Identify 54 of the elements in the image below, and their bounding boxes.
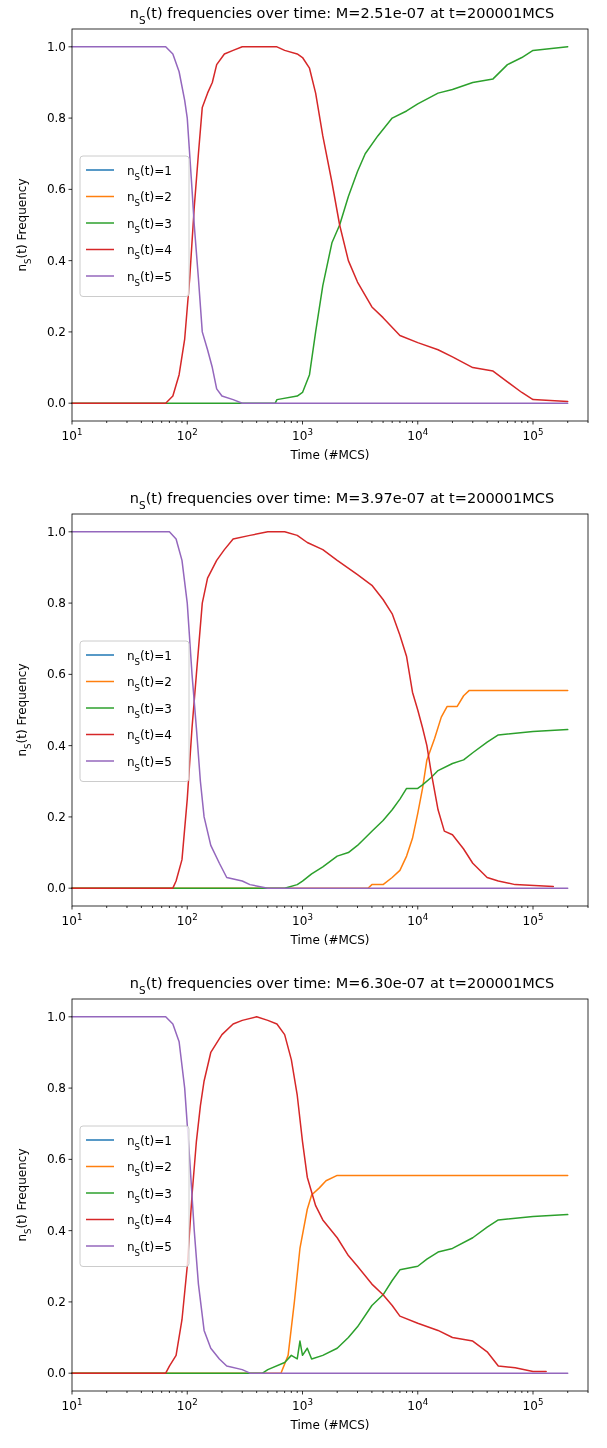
x-tick-label: 10$^{4}$ xyxy=(407,1397,429,1413)
y-tick-label: 0.8 xyxy=(46,111,66,126)
legend-label: n$_{S}$(t)=2 xyxy=(127,190,172,208)
legend-label: n$_{S}$(t)=4 xyxy=(127,243,172,261)
y-tick-label: 0.2 xyxy=(46,809,66,824)
x-tick-label: 10$^{2}$ xyxy=(176,912,198,928)
y-tick-label: 1.0 xyxy=(46,524,66,539)
y-tick-label: 0.2 xyxy=(46,324,66,339)
x-tick-label: 10$^{3}$ xyxy=(292,912,313,928)
y-tick-label: 0.4 xyxy=(46,738,66,753)
x-tick-label: 10$^{5}$ xyxy=(522,427,544,443)
y-tick-label: 0.6 xyxy=(46,182,66,197)
x-tick-label: 10$^{2}$ xyxy=(176,427,198,443)
y-tick-label: 1.0 xyxy=(46,39,66,54)
legend-label: n$_{S}$(t)=5 xyxy=(127,1239,172,1258)
x-tick-label: 10$^{4}$ xyxy=(407,427,429,443)
y-tick-label: 0.6 xyxy=(46,1152,66,1167)
x-tick-label: 10$^{5}$ xyxy=(522,1397,544,1413)
y-tick-label: 0.2 xyxy=(46,1294,66,1309)
legend-label: n$_{S}$(t)=5 xyxy=(127,754,172,773)
legend-label: n$_{S}$(t)=2 xyxy=(127,675,172,693)
chart-title: n$_{S}$(t) frequencies over time: M=6.30e-07 at t=200001MCS xyxy=(129,975,555,996)
legend-label: n$_{S}$(t)=2 xyxy=(127,1160,172,1178)
x-tick-label: 10$^{4}$ xyxy=(407,912,429,928)
y-tick-label: 0.0 xyxy=(46,881,66,896)
y-tick-label: 0.4 xyxy=(46,1223,66,1238)
legend-label: n$_{S}$(t)=3 xyxy=(127,216,172,235)
chart-title: n$_{S}$(t) frequencies over time: M=3.97e-07 at t=200001MCS xyxy=(129,490,555,511)
x-tick-label: 10$^{1}$ xyxy=(61,427,83,443)
x-axis-title: Time (#MCS) xyxy=(289,1418,370,1432)
legend-label: n$_{S}$(t)=4 xyxy=(127,1213,172,1231)
x-axis-title: Time (#MCS) xyxy=(289,933,370,947)
x-axis-title: Time (#MCS) xyxy=(289,448,370,462)
y-tick-label: 0.8 xyxy=(46,596,66,611)
y-tick-label: 0.6 xyxy=(46,667,66,682)
legend-label: n$_{S}$(t)=1 xyxy=(127,163,172,182)
chart-title: n$_{S}$(t) frequencies over time: M=2.51e-07 at t=200001MCS xyxy=(129,5,555,26)
x-tick-label: 10$^{3}$ xyxy=(292,427,313,443)
x-tick-label: 10$^{2}$ xyxy=(176,1397,198,1413)
x-tick-label: 10$^{1}$ xyxy=(61,1397,83,1413)
legend-label: n$_{S}$(t)=3 xyxy=(127,1186,172,1205)
y-tick-label: 0.0 xyxy=(46,396,66,411)
y-tick-label: 0.8 xyxy=(46,1081,66,1096)
legend-label: n$_{S}$(t)=1 xyxy=(127,1133,172,1152)
y-tick-label: 1.0 xyxy=(46,1009,66,1024)
x-tick-label: 10$^{1}$ xyxy=(61,912,83,928)
legend-label: n$_{S}$(t)=3 xyxy=(127,701,172,720)
x-tick-label: 10$^{3}$ xyxy=(292,1397,313,1413)
legend-label: n$_{S}$(t)=4 xyxy=(127,728,172,746)
x-tick-label: 10$^{5}$ xyxy=(522,912,544,928)
legend-label: n$_{S}$(t)=5 xyxy=(127,269,172,288)
legend-label: n$_{S}$(t)=1 xyxy=(127,648,172,667)
y-tick-label: 0.0 xyxy=(46,1366,66,1381)
y-tick-label: 0.4 xyxy=(46,253,66,268)
